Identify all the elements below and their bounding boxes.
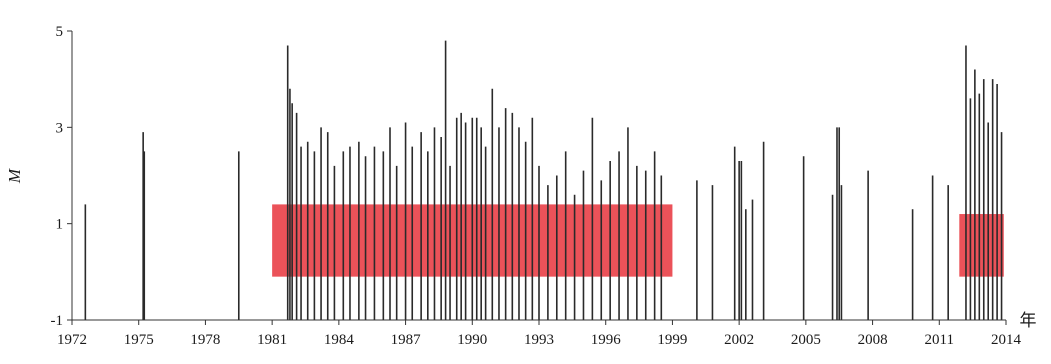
x-tick-label: 2008	[858, 332, 888, 348]
x-tick-label: 1981	[257, 332, 287, 348]
x-tick-label: 1987	[391, 332, 422, 348]
x-tick-label: 1996	[591, 332, 622, 348]
x-tick-label: 1999	[657, 332, 687, 348]
axes	[67, 30, 1007, 325]
y-axis-title: M	[5, 168, 24, 184]
x-tick-label: 2014	[991, 332, 1022, 348]
y-tick-label: -1	[51, 313, 64, 329]
x-tick-label: 1993	[524, 332, 554, 348]
y-tick-label: 5	[56, 24, 64, 40]
highlight-bands	[272, 204, 1004, 277]
x-tick-label: 1978	[190, 332, 220, 348]
x-tick-label: 1984	[324, 332, 355, 348]
y-tick-label: 3	[56, 120, 64, 136]
y-tick-label: 1	[56, 217, 64, 233]
x-tick-label: 1975	[124, 332, 154, 348]
x-tick-label: 2005	[791, 332, 821, 348]
x-tick-label: 2002	[724, 332, 754, 348]
x-axis-unit-label: 年	[1020, 311, 1037, 330]
x-tick-label: 2011	[925, 332, 954, 348]
x-tick-label: 1972	[57, 332, 87, 348]
tick-labels: -1 1 3 5 1972 1975 1978 1981 1984 1987 1990 1993 199…	[51, 24, 1022, 348]
x-tick-label: 1990	[457, 332, 487, 348]
magnitude-bars	[84, 40, 1003, 320]
